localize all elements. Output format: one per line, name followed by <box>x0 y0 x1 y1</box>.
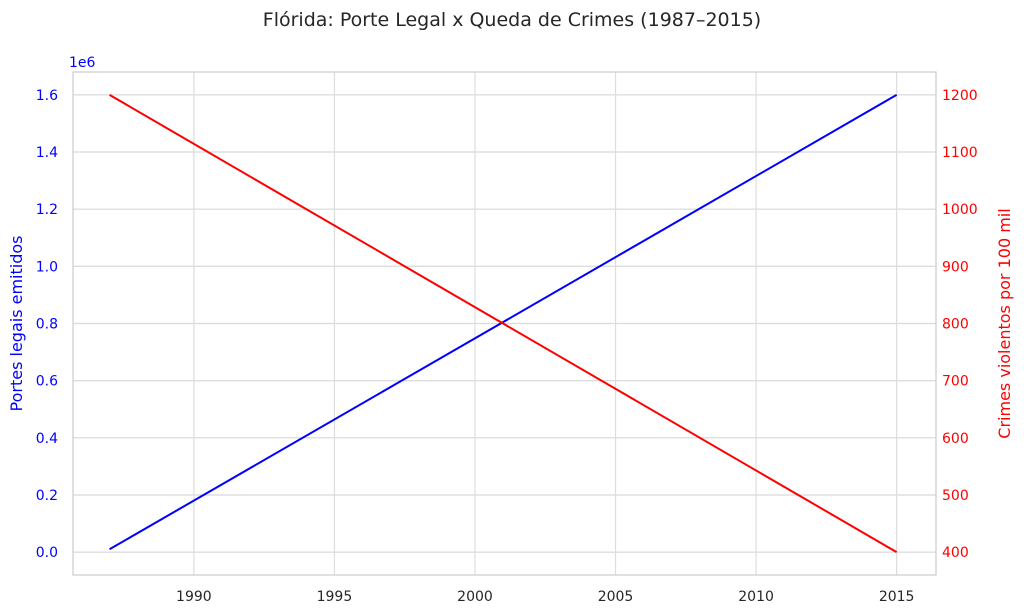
left-tick-label: 1.0 <box>36 259 58 275</box>
right-tick-label: 1100 <box>942 145 978 161</box>
right-tick-label: 700 <box>942 374 969 390</box>
x-tick-label: 2005 <box>598 589 634 605</box>
left-tick-label: 0.4 <box>36 431 58 447</box>
right-axis-ticks: 400 500 600 700 800 900 1000 1100 1200 <box>942 88 978 561</box>
right-tick-label: 1200 <box>942 88 978 104</box>
right-tick-label: 500 <box>942 488 969 504</box>
left-tick-label: 0.8 <box>36 317 58 333</box>
right-tick-label: 400 <box>942 545 969 561</box>
left-tick-label: 0.0 <box>36 545 58 561</box>
x-tick-label: 2015 <box>879 589 915 605</box>
x-tick-label: 2010 <box>738 589 774 605</box>
left-tick-label: 0.2 <box>36 488 58 504</box>
left-axis-label: Portes legais emitidos <box>7 236 26 412</box>
x-axis-ticks: 1990 1995 2000 2005 2010 2015 <box>176 589 914 605</box>
left-tick-label: 1.2 <box>36 202 58 218</box>
left-tick-label: 1.4 <box>36 145 58 161</box>
right-axis-label: Crimes violentos por 100 mil <box>995 208 1014 438</box>
right-tick-label: 600 <box>942 431 969 447</box>
right-tick-label: 900 <box>942 259 969 275</box>
left-tick-label: 1.6 <box>36 88 58 104</box>
chart-title: Flórida: Porte Legal x Queda de Crimes (… <box>263 9 761 31</box>
right-tick-label: 800 <box>942 317 969 333</box>
x-tick-label: 1995 <box>317 589 353 605</box>
left-tick-label: 0.6 <box>36 374 58 390</box>
left-axis-ticks: 0.0 0.2 0.4 0.6 0.8 1.0 1.2 1.4 1.6 <box>36 88 58 561</box>
right-tick-label: 1000 <box>942 202 978 218</box>
x-tick-label: 2000 <box>457 589 493 605</box>
x-tick-label: 1990 <box>176 589 212 605</box>
left-axis-scale-note: 1e6 <box>69 55 96 71</box>
